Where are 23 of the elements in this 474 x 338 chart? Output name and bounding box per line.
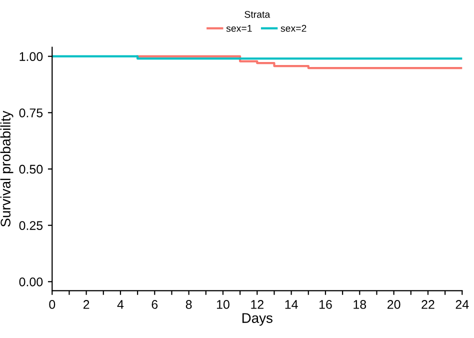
- x-tick-label: 0: [49, 300, 56, 309]
- x-tick-label: 4: [117, 300, 124, 309]
- y-tick-label: 0.00: [19, 277, 43, 286]
- x-tick-label: 14: [285, 300, 298, 309]
- x-tick-label: 10: [216, 300, 230, 309]
- x-tick-label: 16: [319, 300, 332, 309]
- x-tick-label: 2: [83, 300, 90, 309]
- y-tick-label: 0.25: [19, 221, 43, 230]
- x-tick-label: 24: [456, 300, 469, 309]
- x-tick-label: 8: [186, 300, 192, 309]
- x-axis-title: Days: [242, 313, 272, 326]
- y-axis-title: Survival probability: [0, 110, 14, 227]
- y-tick-label: 1.00: [20, 52, 43, 61]
- y-tick-label: 0.75: [19, 108, 43, 118]
- legend-label: sex=1: [226, 24, 252, 32]
- x-tick-label: 18: [354, 300, 366, 309]
- x-tick-label: 22: [422, 300, 434, 309]
- y-tick-label: 0.50: [19, 164, 43, 174]
- x-tick-label: 12: [251, 300, 264, 309]
- legend-label: sex=2: [280, 24, 306, 32]
- x-tick-label: 20: [387, 300, 400, 309]
- legend-title: Strata: [244, 10, 270, 18]
- x-tick-label: 6: [152, 300, 158, 309]
